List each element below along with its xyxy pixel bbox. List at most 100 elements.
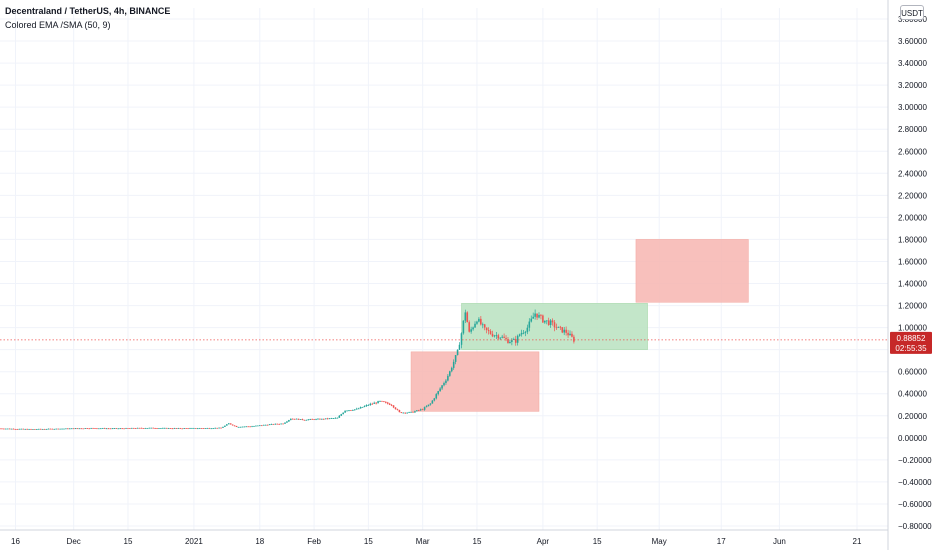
candle-body (5, 428, 7, 430)
y-tick-label: 0.60000 (898, 368, 927, 377)
candle-body (293, 418, 296, 420)
candle-body (317, 418, 319, 420)
candle-body (416, 410, 418, 412)
candle-body (162, 427, 164, 429)
candle-body (14, 428, 17, 430)
candle-body (74, 428, 77, 430)
candle-body (553, 322, 556, 328)
candle-body (156, 428, 158, 429)
candle-body (419, 409, 422, 411)
candle-body (472, 327, 474, 330)
candle-body (423, 407, 426, 410)
candle-body (218, 427, 220, 429)
symbol-title[interactable]: Decentraland / TetherUS, 4h, BINANCE (5, 6, 171, 16)
x-tick-label: 18 (255, 537, 264, 546)
candle-body (43, 429, 46, 430)
candle-body (427, 404, 430, 407)
candle-body (336, 417, 339, 419)
candle-body (307, 419, 310, 421)
candle-body (301, 418, 304, 420)
candle-body (520, 332, 523, 335)
x-tick-label: Apr (537, 537, 550, 546)
candle-body (253, 426, 255, 427)
candle-body (571, 333, 573, 337)
candle-body (429, 403, 432, 405)
candle-body (352, 410, 354, 411)
candle-body (224, 425, 226, 427)
candle-body (146, 427, 149, 429)
y-tick-label: 1.20000 (898, 302, 927, 311)
candle-body (196, 428, 199, 430)
candle-body (68, 428, 71, 430)
x-tick-label: Feb (307, 537, 321, 546)
candle-body (431, 400, 434, 404)
candle-body (257, 425, 259, 427)
candle-body (536, 313, 538, 318)
x-tick-label: May (652, 537, 667, 546)
candle-body (388, 403, 391, 405)
short-position-zone (635, 239, 749, 303)
candle-body (449, 371, 451, 376)
candle-body (441, 385, 443, 389)
candle-body (361, 406, 364, 408)
candle-body (410, 411, 412, 413)
candle-body (92, 428, 94, 429)
candle-body (303, 419, 306, 421)
x-tick-label: 21 (853, 537, 862, 546)
candle-body (129, 428, 131, 429)
y-tick-label: 0.20000 (898, 412, 927, 421)
candle-body (131, 427, 133, 429)
candle-body (373, 402, 376, 404)
candle-body (522, 332, 525, 334)
candle-body (348, 410, 350, 411)
x-tick-label: 15 (473, 537, 482, 546)
short-position-zone (410, 351, 540, 412)
candle-body (450, 367, 453, 372)
candle-body (10, 428, 13, 430)
candle-body (127, 428, 129, 429)
candle-body (53, 428, 56, 430)
candle-body (322, 418, 325, 420)
candle-body (528, 321, 531, 328)
candle-body (260, 425, 263, 427)
candle-body (226, 424, 228, 426)
candle-body (315, 419, 317, 420)
x-tick-label: 2021 (185, 537, 203, 546)
candle-body (206, 428, 209, 429)
candle-body (495, 335, 498, 337)
candle-body (70, 428, 73, 430)
indicator-label[interactable]: Colored EMA /SMA (50, 9) (5, 20, 111, 30)
candle-body (468, 322, 471, 332)
candle-body (8, 428, 11, 430)
candle-body (123, 428, 125, 430)
currency-badge[interactable]: USDT (900, 5, 924, 20)
candle-body (516, 335, 519, 343)
candle-body (489, 331, 492, 334)
candle-body (105, 428, 108, 430)
candle-body (177, 428, 180, 429)
candle-body (154, 428, 156, 429)
candle-body (26, 428, 28, 430)
candle-body (183, 428, 185, 429)
candle-body (518, 334, 521, 336)
candle-body (524, 331, 527, 333)
candle-body (319, 418, 321, 420)
candle-body (417, 410, 420, 412)
candle-body (57, 428, 59, 430)
candle-body (439, 388, 441, 392)
candle-body (158, 428, 160, 429)
candle-body (18, 428, 21, 430)
candle-body (505, 337, 507, 340)
candle-body (113, 428, 116, 430)
candle-body (148, 427, 151, 429)
candle-body (545, 320, 548, 322)
candle-body (6, 428, 9, 430)
candle-body (274, 423, 277, 425)
candle-body (511, 339, 513, 343)
candle-body (383, 401, 385, 403)
candle-body (414, 411, 416, 413)
candle-body (454, 355, 457, 362)
candle-body (509, 342, 511, 344)
